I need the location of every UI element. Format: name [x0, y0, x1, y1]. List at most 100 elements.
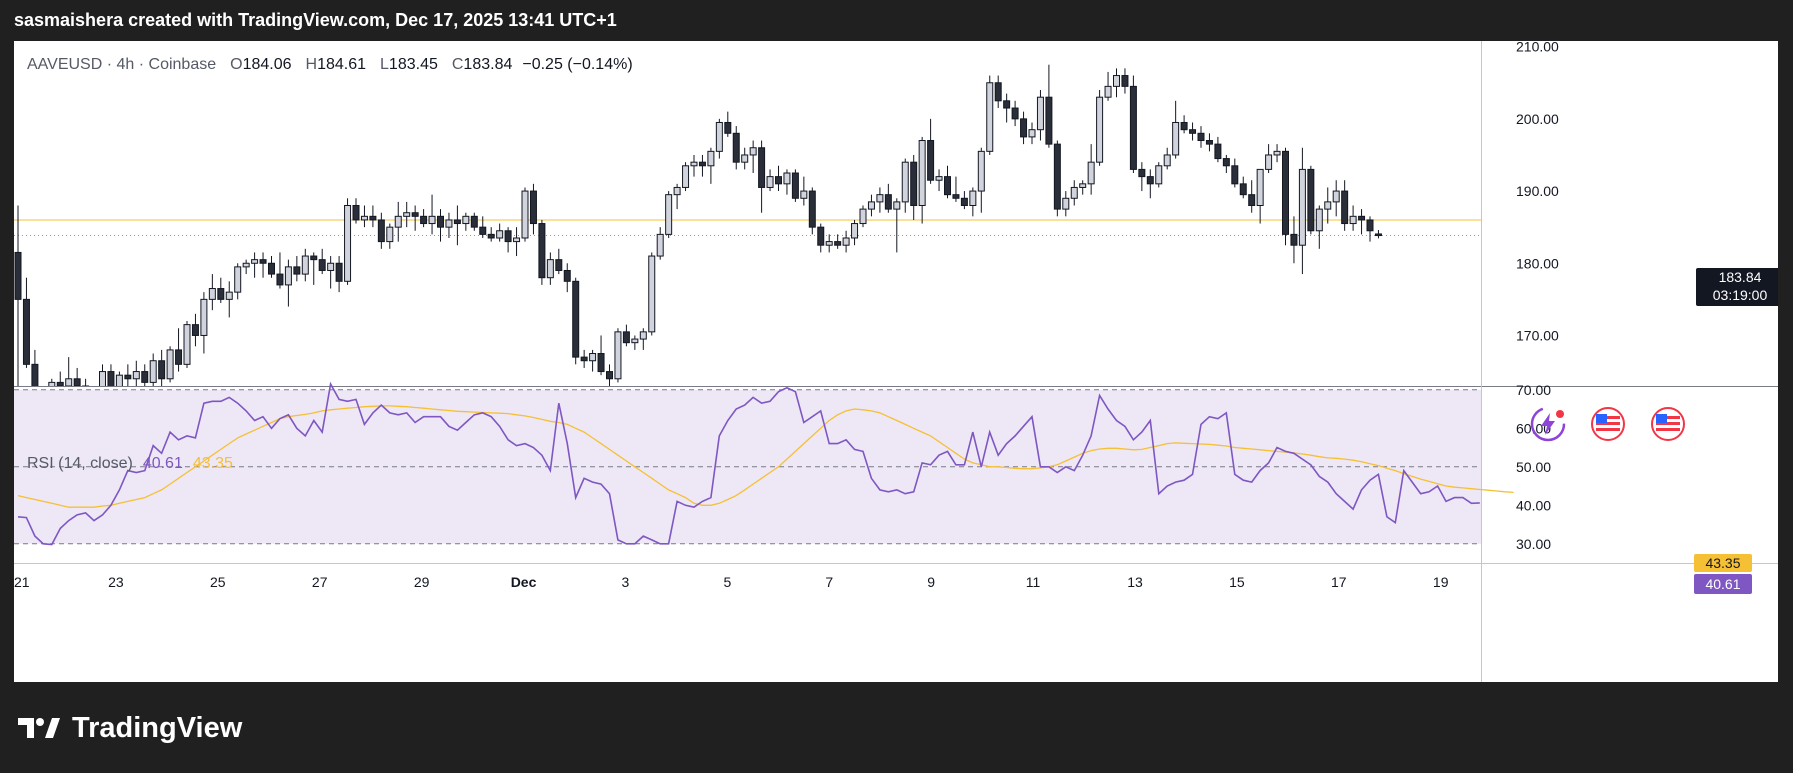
candle: [344, 198, 352, 285]
time-axis-tick-label: 7: [825, 574, 833, 590]
candle: [1096, 89, 1104, 166]
lightning-spark-icon[interactable]: [1528, 404, 1568, 449]
candle-body: [158, 360, 166, 380]
candle-body: [183, 324, 191, 365]
candle: [445, 212, 453, 238]
candle-body: [31, 363, 39, 386]
candle: [606, 364, 613, 386]
candle-body: [944, 176, 951, 196]
candle-body: [1036, 96, 1044, 131]
candle: [65, 357, 73, 386]
us-flag-icon[interactable]: [1590, 406, 1626, 447]
candle: [656, 227, 664, 260]
rsi-axis-tick-label: 70.00: [1516, 382, 1551, 398]
candle-body: [1163, 154, 1171, 167]
candle-body: [1282, 150, 1289, 235]
candle: [572, 277, 580, 365]
candle: [918, 136, 926, 224]
candle: [732, 126, 740, 170]
candle-body: [217, 288, 225, 300]
candle-body: [335, 262, 343, 282]
candle: [175, 328, 183, 372]
candle-body: [1096, 96, 1104, 163]
time-axis-tick-label: 27: [312, 574, 328, 590]
candle: [301, 248, 309, 282]
candle-body: [732, 132, 740, 163]
candle-body: [301, 255, 309, 275]
candle: [1374, 229, 1382, 239]
candle-body: [1062, 197, 1070, 210]
candle-body: [597, 353, 605, 373]
footer-brand[interactable]: TradingView: [18, 710, 242, 746]
candle: [817, 223, 825, 253]
candle-body: [1324, 201, 1332, 210]
candle: [580, 349, 588, 368]
candle: [1028, 122, 1036, 145]
candle: [1307, 165, 1315, 235]
symbol-label[interactable]: AAVEUSD · 4h · Coinbase: [27, 56, 217, 73]
chart-panel[interactable]: 170.00 180.00 190.00 200.00 210.00 30.00 40.00…: [14, 41, 1778, 682]
candle-body: [513, 237, 521, 243]
candle-body: [867, 201, 875, 210]
candle: [563, 263, 571, 293]
candle: [749, 140, 757, 174]
candle: [99, 364, 106, 386]
candle: [960, 191, 968, 210]
candle: [910, 154, 918, 220]
rsi-axis-tick-label: 50.00: [1516, 459, 1551, 475]
rsi-ma-legend-value: 43.35: [192, 455, 233, 472]
candle: [479, 216, 487, 238]
candle: [327, 256, 335, 289]
candle-body: [682, 165, 690, 188]
candle-body: [1138, 168, 1146, 178]
candle-body: [1011, 107, 1019, 120]
low-value: 183.45: [388, 56, 438, 73]
low-label: L: [380, 56, 389, 73]
candle-body: [952, 194, 960, 199]
candle: [284, 259, 292, 307]
candle-body: [521, 190, 529, 239]
rsi-title[interactable]: RSI (14, close): [27, 455, 133, 472]
candle: [1020, 111, 1028, 145]
candle-body: [411, 212, 419, 217]
candle-body: [377, 219, 385, 243]
rsi-legend-value: 40.61: [142, 455, 183, 472]
candle: [986, 75, 994, 155]
candle-body: [470, 215, 478, 228]
candle-body: [1341, 190, 1349, 225]
candle: [293, 256, 301, 282]
candle: [969, 187, 977, 217]
candle: [698, 154, 706, 177]
candle-body: [707, 150, 715, 167]
candle: [1036, 89, 1044, 141]
candle: [318, 248, 326, 275]
candle-body: [327, 262, 335, 271]
candle: [1155, 162, 1163, 188]
candle-body: [884, 194, 892, 210]
candle-body: [529, 190, 537, 225]
candle: [377, 212, 385, 249]
us-flag-icon[interactable]: [1650, 406, 1686, 447]
candle-body: [48, 381, 56, 386]
time-axis-tick-label: 17: [1331, 574, 1347, 590]
candle: [927, 118, 935, 184]
candle: [1104, 71, 1112, 101]
candle-body: [665, 194, 673, 235]
candle: [867, 194, 875, 217]
candle: [56, 371, 64, 386]
candle-body: [960, 197, 968, 206]
candle-body: [994, 82, 1002, 102]
candle-body: [360, 215, 368, 221]
candle: [242, 259, 250, 275]
candle: [639, 328, 647, 350]
chart-canvas[interactable]: 170.00 180.00 190.00 200.00 210.00 30.00 40.00…: [14, 41, 1778, 682]
candle: [715, 118, 723, 159]
candle-body: [1146, 176, 1154, 185]
candle-body: [614, 331, 622, 380]
candle: [437, 209, 444, 242]
candle-body: [648, 255, 656, 333]
candle: [487, 227, 495, 242]
candle: [1146, 169, 1154, 199]
candle-body: [259, 259, 267, 264]
candle-body: [1053, 143, 1061, 210]
